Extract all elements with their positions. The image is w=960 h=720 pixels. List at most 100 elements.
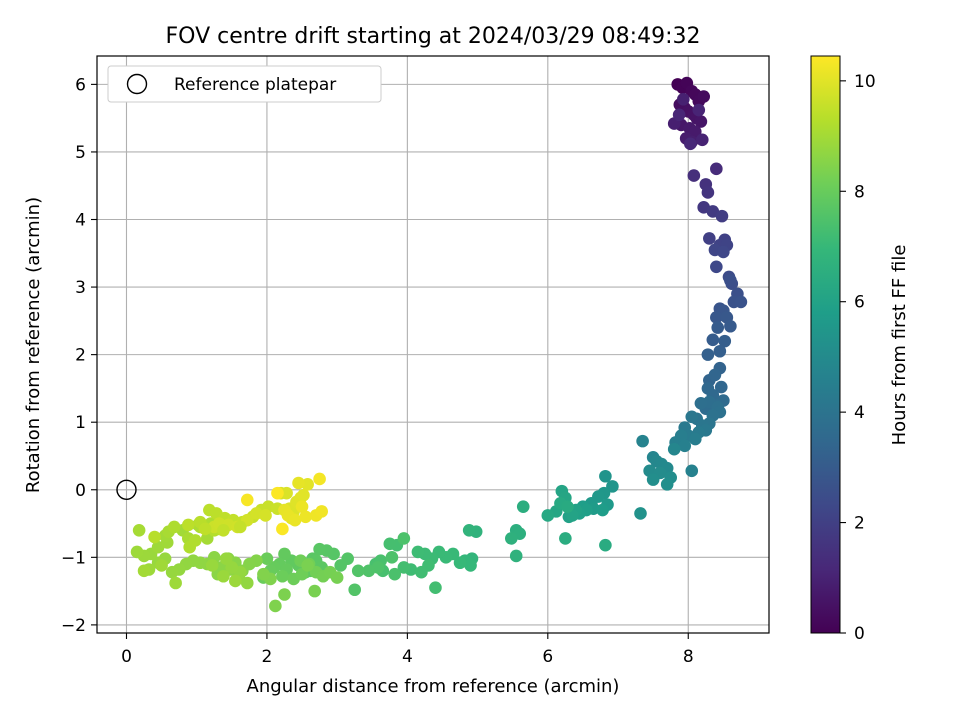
- y-axis-label: Rotation from reference (arcmin): [23, 197, 44, 493]
- data-point: [130, 545, 144, 559]
- data-point: [229, 574, 242, 588]
- data-point: [219, 552, 233, 565]
- data-point: [714, 380, 728, 394]
- data-point: [165, 565, 179, 579]
- data-point: [308, 584, 321, 598]
- data-point: [684, 137, 697, 151]
- data-point: [516, 500, 530, 513]
- y-tick-label: 0: [75, 481, 86, 501]
- y-tick-label: 4: [75, 211, 86, 231]
- x-tick-label: 8: [683, 647, 694, 667]
- x-axis-label: Angular distance from reference (arcmin): [247, 676, 620, 697]
- data-point: [724, 274, 737, 287]
- colorbar-tick-label: 10: [854, 72, 876, 92]
- data-point: [706, 333, 720, 347]
- data-point: [292, 476, 305, 490]
- x-tick-label: 2: [262, 647, 273, 667]
- colorbar-tick-label: 2: [854, 514, 865, 534]
- data-point: [271, 486, 284, 500]
- data-point: [634, 507, 647, 520]
- x-tick-label: 0: [121, 647, 132, 667]
- data-point: [169, 576, 182, 590]
- data-point: [701, 348, 715, 361]
- data-point: [217, 524, 230, 537]
- data-point: [297, 488, 310, 502]
- data-point: [464, 559, 477, 572]
- grid-lines: [97, 56, 769, 633]
- data-point: [429, 581, 442, 595]
- data-point: [453, 556, 467, 570]
- data-point: [313, 542, 326, 556]
- data-point: [217, 569, 230, 583]
- colorbar-label: Hours from first FF file: [889, 245, 910, 446]
- y-tick-label: 3: [75, 278, 86, 298]
- data-point: [240, 576, 254, 590]
- data-point: [415, 565, 428, 579]
- x-axis-ticks: 0 2 4 6 8: [121, 633, 694, 667]
- legend-marker-icon: [126, 73, 148, 95]
- data-point: [672, 108, 686, 122]
- x-tick-label: 4: [402, 647, 413, 667]
- data-point: [734, 295, 748, 309]
- legend-box: [107, 65, 382, 103]
- data-point: [240, 493, 254, 507]
- data-point: [383, 537, 397, 551]
- data-point: [695, 133, 709, 147]
- colorbar-tick-label: 4: [854, 403, 865, 423]
- data-point: [198, 522, 212, 536]
- chart-title: FOV centre drift starting at 2024/03/29 …: [166, 24, 701, 49]
- data-point: [397, 532, 411, 545]
- colorbar: [810, 55, 841, 634]
- reference-marker-layer: [116, 479, 137, 500]
- data-points: [130, 76, 748, 613]
- data-point: [385, 551, 399, 564]
- data-point: [701, 186, 715, 199]
- data-point: [710, 311, 723, 324]
- data-point: [276, 522, 289, 536]
- data-point: [148, 530, 161, 544]
- data-point: [697, 90, 710, 103]
- data-point: [713, 344, 727, 358]
- data-point: [636, 434, 649, 448]
- data-point: [362, 564, 376, 578]
- data-point: [504, 532, 518, 545]
- x-tick-label: 6: [542, 647, 553, 667]
- data-point: [710, 260, 723, 274]
- data-point: [334, 559, 347, 572]
- y-tick-label: −2: [61, 616, 86, 636]
- data-point: [233, 520, 247, 534]
- data-point: [667, 442, 681, 456]
- y-axis-ticks: −2 −1 0 1 2 3 4 5 6: [61, 75, 97, 636]
- data-point: [397, 561, 411, 574]
- data-point: [462, 524, 476, 537]
- data-point: [301, 559, 314, 572]
- data-point: [718, 334, 732, 348]
- data-point: [288, 513, 302, 527]
- colorbar-tick-label: 8: [854, 182, 865, 202]
- data-point: [278, 547, 291, 561]
- data-point: [688, 432, 702, 446]
- data-point: [278, 588, 291, 601]
- data-point: [677, 92, 690, 106]
- data-point: [678, 439, 692, 453]
- data-point: [276, 569, 289, 583]
- data-point: [330, 571, 344, 584]
- data-point: [711, 321, 725, 334]
- data-point: [313, 472, 326, 486]
- data-point: [715, 209, 729, 223]
- data-point: [717, 245, 730, 259]
- data-point: [559, 532, 572, 545]
- data-point: [269, 599, 282, 613]
- data-point: [315, 505, 329, 518]
- data-point: [646, 473, 660, 486]
- data-point: [411, 545, 425, 559]
- data-point: [137, 564, 151, 578]
- data-point: [132, 524, 146, 537]
- data-point: [596, 503, 609, 517]
- y-tick-label: −1: [61, 548, 86, 568]
- colorbar-tick-label: 6: [854, 293, 865, 313]
- data-point: [724, 319, 737, 333]
- data-point: [599, 469, 612, 483]
- data-point: [189, 534, 202, 547]
